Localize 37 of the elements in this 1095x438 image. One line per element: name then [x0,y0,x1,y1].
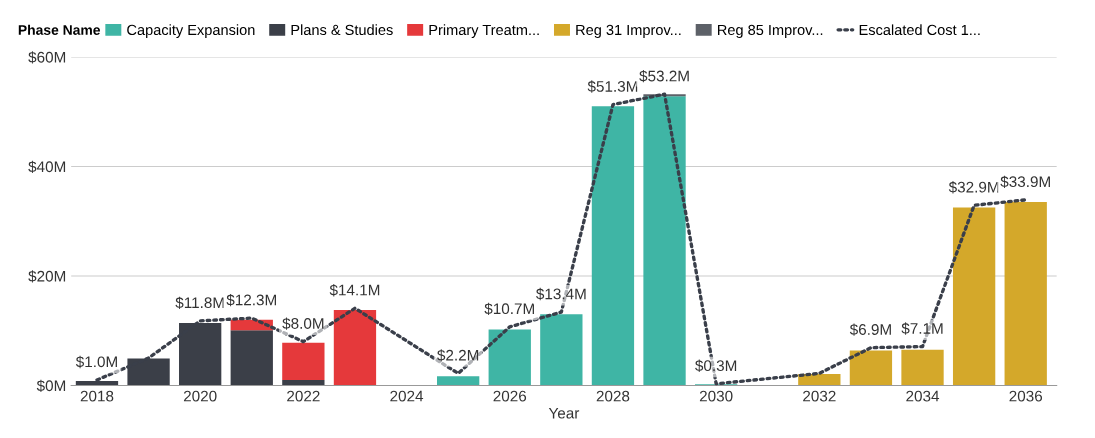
data-label: $6.9M [849,323,891,336]
x-tick-label: 2034 [906,390,940,402]
x-tick-label: 2032 [803,390,836,402]
legend-label: Reg 85 Improv... [718,24,823,38]
legend-title: Phase Name [18,24,101,35]
y-tick-label: $40M [28,160,66,174]
data-label: $13.4M [536,287,586,301]
data-label: $53.2M [639,69,689,83]
data-label: $2.2M [437,349,479,362]
data-label: $7.1M [901,322,943,335]
y-tick-label: $20M [28,270,66,283]
legend-label: Capacity Expansion [127,24,255,38]
x-tick-label: 2020 [183,390,217,402]
data-label: $12.3M [226,293,276,307]
legend-label: Plans & Studies [291,24,393,36]
data-label: $32.9M [948,181,999,194]
x-tick-label: 2030 [699,390,733,402]
y-tick-label: $60M [28,51,66,64]
x-tick-label: 2028 [596,390,630,402]
x-tick-label: 2022 [287,390,320,402]
data-label: $10.7M [484,302,534,316]
legend-label: Primary Treatm... [429,24,539,38]
data-label: $0.3M [695,359,737,372]
data-label: $14.1M [329,284,380,297]
x-tick-label: 2036 [1009,390,1043,402]
y-tick-label: $0M [36,379,66,393]
x-tick-label: 2026 [493,390,527,402]
data-label: $11.8M [175,296,224,309]
data-label: $1.0M [75,355,117,369]
legend-label: Reg 31 Improv... [576,24,681,38]
x-axis-title: Year [548,407,580,419]
x-tick-label: 2024 [390,390,424,402]
data-label: $8.0M [282,317,324,330]
legend-label: Escalated Cost 1... [859,24,980,36]
data-label: $33.9M [1000,175,1050,189]
data-label: $51.3M [587,80,638,93]
x-tick-label: 2018 [80,390,114,402]
